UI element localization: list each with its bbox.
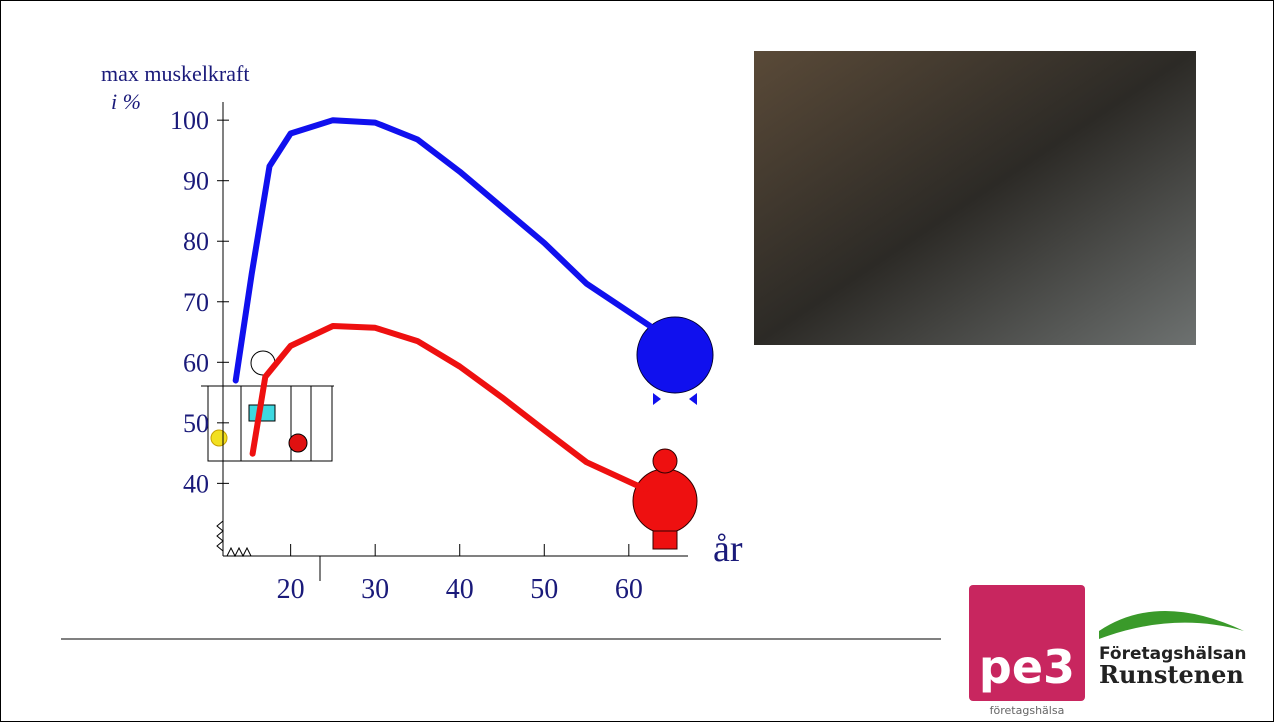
slide: max muskelkraft i % år pe3 företagshälsa… xyxy=(0,0,1274,722)
y-tick-label: 100 xyxy=(170,106,209,135)
x-tick-label: 50 xyxy=(530,574,558,605)
photo xyxy=(754,51,1196,345)
x-tick-label: 30 xyxy=(361,574,389,605)
y-axis-label: i % xyxy=(111,89,141,114)
x-axis-label: år xyxy=(713,528,743,570)
grandma xyxy=(633,449,697,549)
y-axis-label: max muskelkraft xyxy=(101,61,249,86)
crib xyxy=(201,351,334,461)
y-tick-label: 80 xyxy=(183,227,209,256)
x-tick-label: 20 xyxy=(277,574,305,605)
partner-swoosh xyxy=(1099,611,1244,639)
pe3-text: pe3 xyxy=(979,640,1075,694)
y-tick-label: 50 xyxy=(183,409,209,438)
grandpa xyxy=(637,317,713,405)
partner-line2: Runstenen xyxy=(1099,660,1244,689)
pe3-caption: företagshälsa xyxy=(990,704,1065,717)
data-line xyxy=(253,326,646,489)
y-tick-label: 60 xyxy=(183,348,209,377)
axis-break xyxy=(217,521,251,556)
y-tick-label: 40 xyxy=(183,469,209,498)
x-tick-label: 60 xyxy=(615,574,643,605)
x-tick-label: 40 xyxy=(446,574,474,605)
y-tick-label: 90 xyxy=(183,167,209,196)
y-tick-label: 70 xyxy=(183,288,209,317)
chart: max muskelkraft i % år pe3 företagshälsa… xyxy=(1,1,1273,721)
